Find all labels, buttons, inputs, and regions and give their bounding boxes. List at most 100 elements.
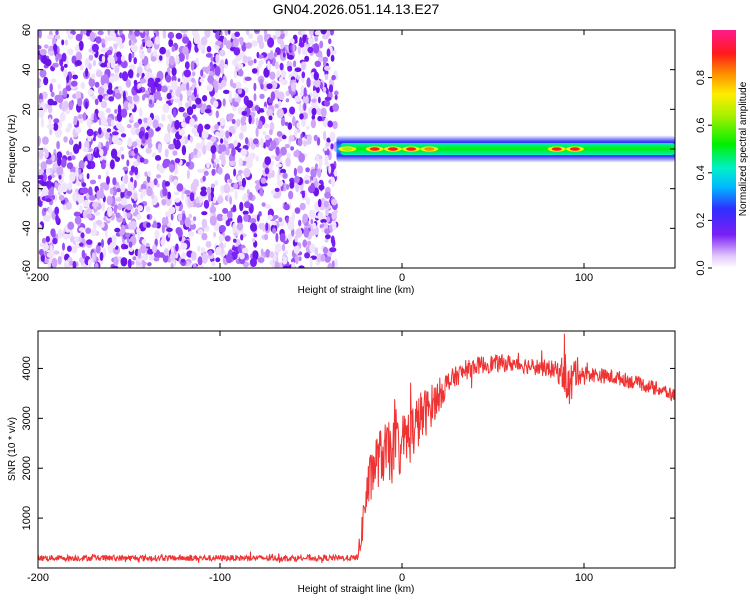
noise-dot bbox=[215, 131, 220, 136]
noise-dot bbox=[216, 213, 224, 222]
noise-dot bbox=[280, 146, 287, 156]
noise-dot bbox=[305, 197, 311, 206]
noise-dot bbox=[250, 222, 257, 232]
noise-dot bbox=[49, 252, 55, 257]
noise-dot bbox=[178, 52, 185, 62]
noise-dot bbox=[167, 231, 171, 238]
noise-dot bbox=[309, 30, 314, 37]
noise-dot bbox=[316, 253, 323, 263]
noise-dot bbox=[42, 136, 49, 145]
noise-dot bbox=[175, 32, 183, 40]
noise-dot bbox=[154, 36, 160, 45]
x-tick-label: -200 bbox=[27, 272, 49, 284]
noise-dot bbox=[320, 197, 326, 203]
x-tick-label: -100 bbox=[209, 572, 231, 584]
noise-dot bbox=[97, 242, 102, 247]
noise-dot bbox=[295, 228, 303, 238]
noise-dot bbox=[294, 207, 301, 214]
noise-dot bbox=[260, 177, 267, 184]
noise-dot bbox=[120, 60, 128, 69]
noise-dot bbox=[191, 83, 195, 92]
noise-dot bbox=[331, 221, 337, 231]
noise-dot bbox=[323, 200, 329, 208]
noise-dot bbox=[282, 172, 288, 179]
noise-dot bbox=[287, 122, 293, 130]
noise-dot bbox=[331, 212, 337, 220]
noise-dot bbox=[246, 100, 254, 109]
noise-dot bbox=[276, 131, 283, 137]
noise-dot bbox=[326, 30, 331, 38]
noise-dot bbox=[222, 98, 226, 107]
noise-dot bbox=[107, 206, 113, 217]
noise-dot bbox=[287, 220, 295, 231]
noise-dot bbox=[144, 132, 149, 140]
noise-dot bbox=[147, 128, 154, 138]
noise-dot bbox=[67, 48, 74, 55]
noise-dot bbox=[311, 107, 317, 116]
noise-dot bbox=[74, 216, 82, 225]
noise-dot bbox=[299, 113, 304, 120]
noise-dot bbox=[189, 117, 196, 128]
noise-dot bbox=[255, 155, 259, 162]
noise-dot bbox=[152, 119, 159, 129]
noise-dot bbox=[91, 43, 99, 53]
noise-dot bbox=[248, 192, 253, 201]
noise-dot bbox=[113, 43, 118, 48]
noise-dot bbox=[234, 81, 242, 89]
noise-dot bbox=[175, 243, 179, 252]
noise-dot bbox=[215, 110, 219, 119]
noise-dot bbox=[42, 172, 47, 182]
noise-dot bbox=[150, 84, 156, 94]
noise-dot bbox=[264, 167, 270, 175]
noise-dot bbox=[278, 100, 282, 107]
noise-dot bbox=[162, 30, 167, 39]
noise-dot bbox=[79, 257, 84, 264]
noise-dot bbox=[140, 30, 144, 33]
noise-dot bbox=[128, 241, 133, 248]
noise-dot bbox=[48, 117, 52, 125]
noise-dot bbox=[307, 37, 315, 45]
noise-dot bbox=[100, 38, 106, 45]
noise-dot bbox=[47, 188, 54, 197]
noise-dot bbox=[154, 230, 160, 239]
noise-dot bbox=[315, 154, 320, 162]
noise-dot bbox=[161, 85, 168, 93]
noise-dot bbox=[110, 148, 118, 159]
noise-dot bbox=[182, 112, 188, 118]
noise-dot bbox=[175, 54, 180, 65]
noise-dot bbox=[109, 241, 117, 249]
noise-dot bbox=[44, 250, 47, 256]
noise-dot bbox=[66, 150, 70, 156]
noise-dot bbox=[209, 215, 217, 226]
noise-dot bbox=[314, 30, 321, 36]
noise-dot bbox=[287, 54, 294, 60]
noise-dot bbox=[137, 231, 141, 241]
noise-dot bbox=[200, 106, 206, 114]
noise-dot bbox=[237, 175, 242, 182]
noise-dot bbox=[47, 105, 53, 114]
noise-dot bbox=[147, 116, 153, 127]
signal-peak bbox=[424, 147, 435, 151]
noise-dot bbox=[80, 81, 86, 90]
noise-dot bbox=[51, 257, 58, 268]
noise-dot bbox=[106, 49, 113, 56]
noise-dot bbox=[323, 60, 327, 68]
noise-dot bbox=[256, 51, 260, 59]
noise-dot bbox=[317, 168, 322, 178]
noise-dot bbox=[324, 161, 330, 166]
noise-dot bbox=[236, 118, 241, 127]
noise-dot bbox=[241, 177, 246, 188]
noise-dot bbox=[155, 174, 162, 179]
noise-dot bbox=[114, 30, 118, 34]
x-tick-label: 100 bbox=[575, 572, 593, 584]
noise-dot bbox=[333, 258, 338, 268]
noise-dot bbox=[215, 53, 220, 64]
noise-dot bbox=[245, 42, 252, 49]
noise-dot bbox=[193, 148, 198, 156]
noise-dot bbox=[155, 155, 161, 161]
noise-dot bbox=[106, 176, 110, 185]
noise-dot bbox=[208, 250, 213, 256]
noise-dot bbox=[191, 77, 195, 83]
noise-dot bbox=[296, 122, 301, 129]
noise-dot bbox=[45, 236, 50, 243]
